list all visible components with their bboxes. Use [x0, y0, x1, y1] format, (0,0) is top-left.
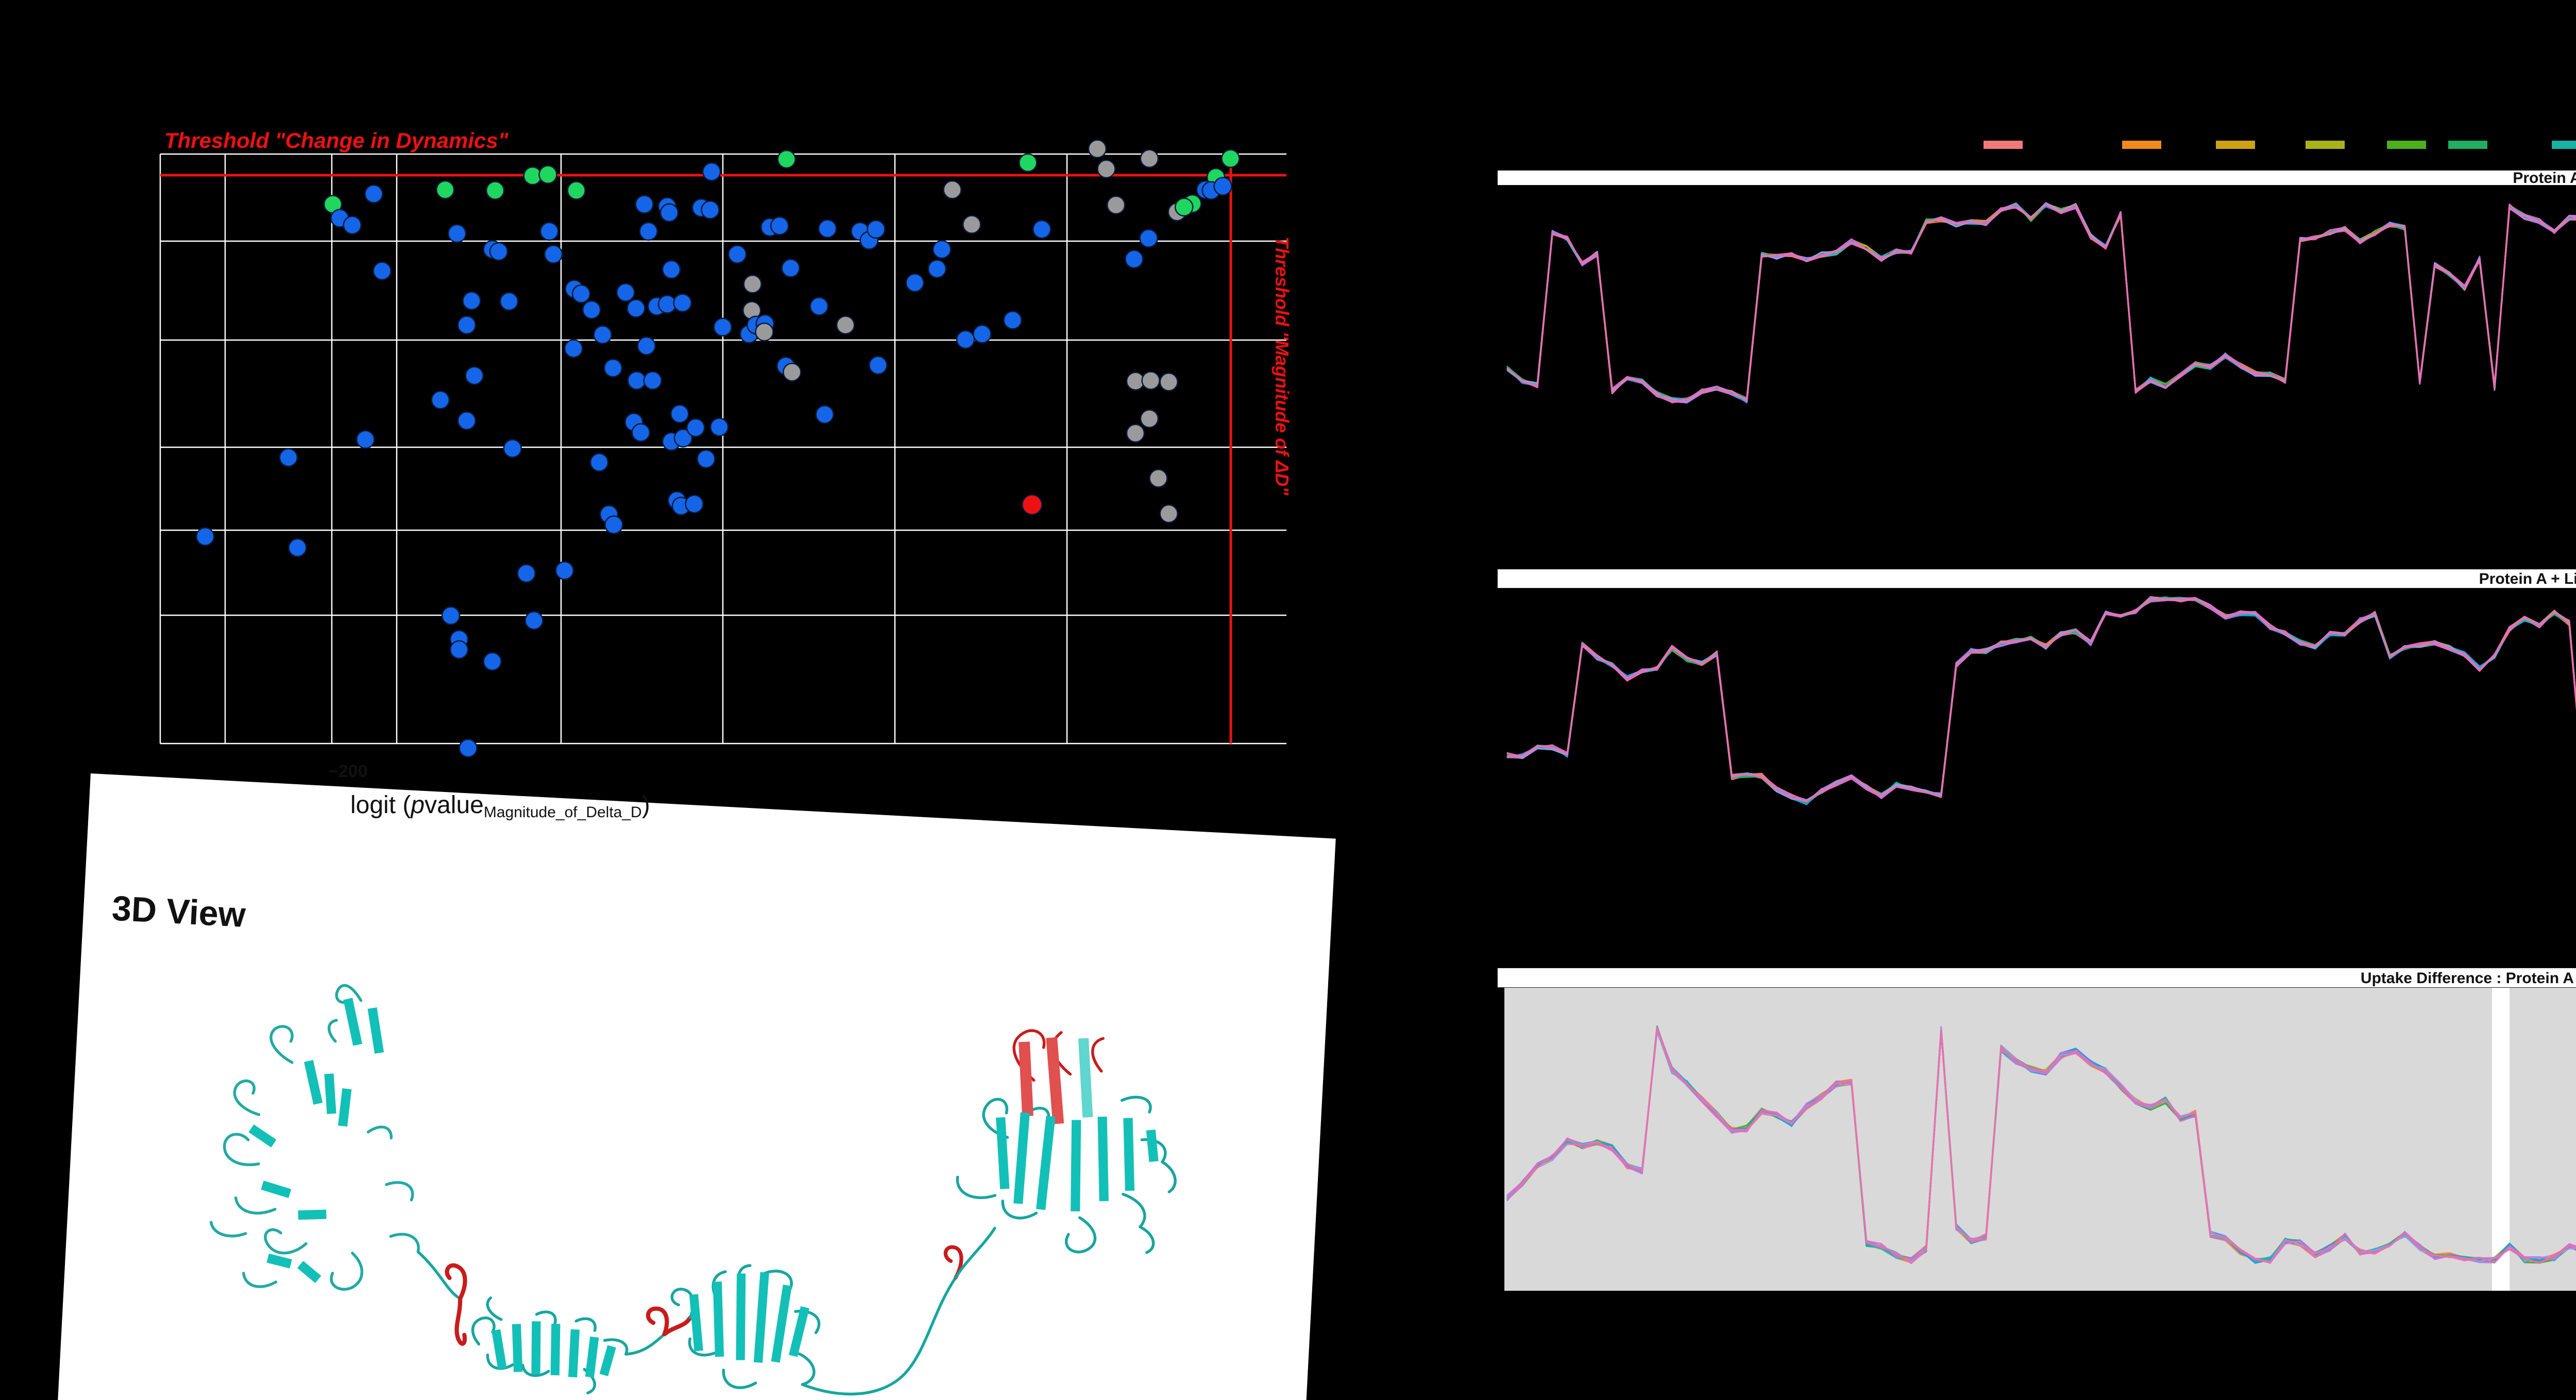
svg-text:Threshold "Magnitude of ΔD": Threshold "Magnitude of ΔD" [1272, 237, 1293, 496]
